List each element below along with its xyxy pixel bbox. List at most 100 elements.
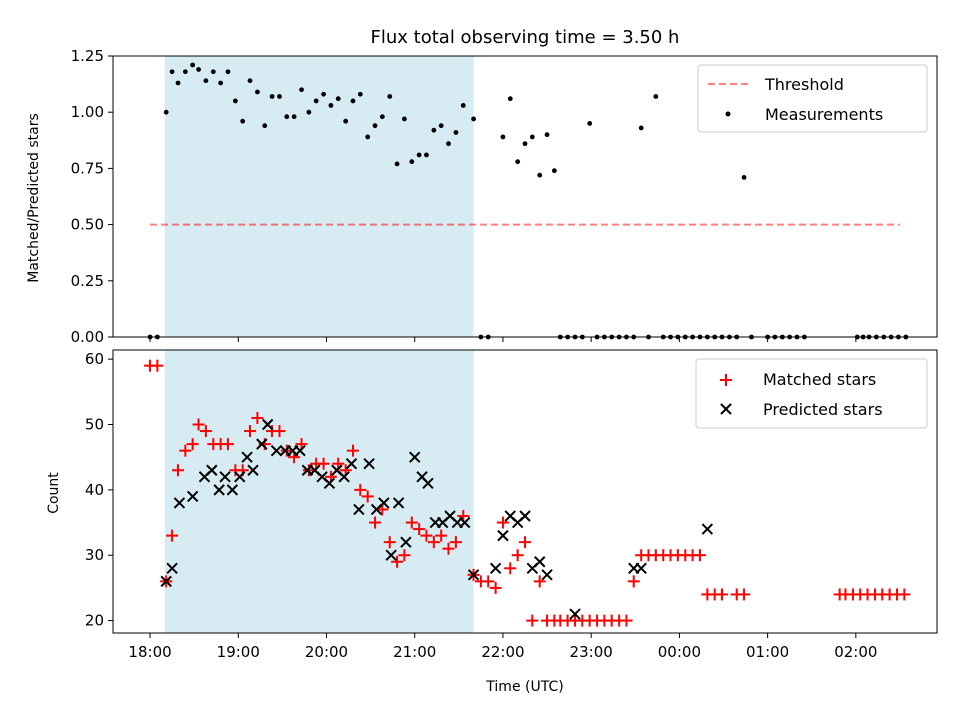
predicted-star-point [534,556,546,568]
matched-star-point [620,614,633,627]
matched-star-point [302,464,315,477]
predicted-star-point [261,418,274,431]
measurement-point [653,94,659,99]
bottom-ytick-label: 20 [85,612,104,630]
bottom-xtick-label: 19:00 [217,643,260,661]
measurement-point [424,152,429,158]
matched-star-point [280,444,293,457]
bottom-xtick-label: 23:00 [570,643,613,661]
predicted-star-point [385,549,397,561]
y-axis-ticks-bottom: 20 30 40 50 60 [85,350,113,630]
measurement-point [515,159,521,165]
matched-star-point [442,542,455,555]
top-ytick-label: 0.75 [71,159,104,177]
predicted-star-point [569,608,581,620]
matched-star-point [361,490,374,503]
measurement-point [203,78,209,84]
predicted-star-point [160,575,172,588]
top-ytick-label: 1.00 [71,103,104,121]
matched-star-point [172,464,185,477]
measurement-point [182,69,188,75]
measurement-point [741,174,747,180]
predicted-star-point [400,536,412,548]
measurement-point [210,69,216,75]
measurement-point [500,134,506,140]
matched-star-point [383,536,396,549]
bottom-xtick-label: 02:00 [834,643,877,661]
predicted-star-point [422,477,434,490]
measurement-point [587,121,593,126]
matched-star-point [482,575,495,588]
measurement-point [551,168,557,174]
measurement-point [394,161,400,167]
measurement-point [544,132,550,138]
predicted-legend-swatch [720,403,732,415]
predicted-star-point [353,503,365,516]
flux-ratio-chart: Flux total observing time = 3.50 h Match… [26,27,938,346]
predicted-star-point [338,471,350,483]
bottom-ytick-label: 60 [85,350,104,368]
measurement-point [277,94,282,99]
measurement-point [431,127,437,133]
matched-star-point [166,529,179,542]
measurement-point [357,91,363,97]
measurement-point [196,67,201,72]
matched-star-point [369,516,382,529]
predicted-star-point [392,497,405,509]
threshold-legend-label: Threshold [764,75,844,94]
predicted-star-point [206,464,218,476]
predicted-star-point [219,471,231,483]
matched-legend-swatch [720,374,732,386]
measurement-point [638,125,644,131]
measurement-point [401,116,407,122]
measurement-point [247,78,253,84]
matched-star-point [391,555,404,568]
measurement-point [269,94,275,99]
predicted-star-point [270,444,283,457]
predicted-star-point [459,516,471,529]
bottom-xtick-label: 18:00 [128,643,171,661]
legend-box-bottom [695,358,928,429]
predicted-star-point [701,523,714,535]
predicted-star-point [345,458,358,470]
matched-star-point [192,418,205,431]
measurement-point [350,98,356,104]
observing-window-span [164,350,474,633]
measurement-point [372,123,378,129]
bottom-ytick-label: 30 [85,546,104,564]
matched-star-point [519,536,531,549]
bottom-xtick-label: 20:00 [305,643,348,661]
matched-star-point [496,516,509,529]
measurement-point [299,87,304,93]
measurement-point [163,109,169,115]
measurement-point [291,114,297,120]
matched-star-point [413,523,426,536]
matched-star-point [354,483,367,496]
measurement-point [453,130,459,135]
predicted-star-point [241,451,253,463]
bottom-xtick-label: 21:00 [393,643,436,661]
matched-star-point [511,549,524,562]
measurement-point [409,159,415,165]
observing-window-span-bottom [164,350,474,633]
measurement-point [232,98,238,104]
measurement-point [321,91,326,97]
measurement-point [446,141,451,147]
measurement-point [471,116,476,122]
measurement-point [335,96,341,102]
predicted-star-point [467,569,480,581]
predicted-star-point [294,444,306,457]
predicted-star-point [497,529,509,542]
predicted-star-point [378,497,390,509]
measurements-legend-swatch [725,111,731,117]
legend-box-top [697,64,928,133]
bottom-xtick-label: 22:00 [481,643,524,661]
measurement-point [175,80,181,86]
top-ytick-label: 0.00 [71,328,104,346]
matched-star-point [489,581,502,594]
observing-window-span [164,56,474,337]
matched-star-point [244,425,257,438]
plot-frame-bottom [112,349,938,634]
measurement-point [169,69,175,75]
